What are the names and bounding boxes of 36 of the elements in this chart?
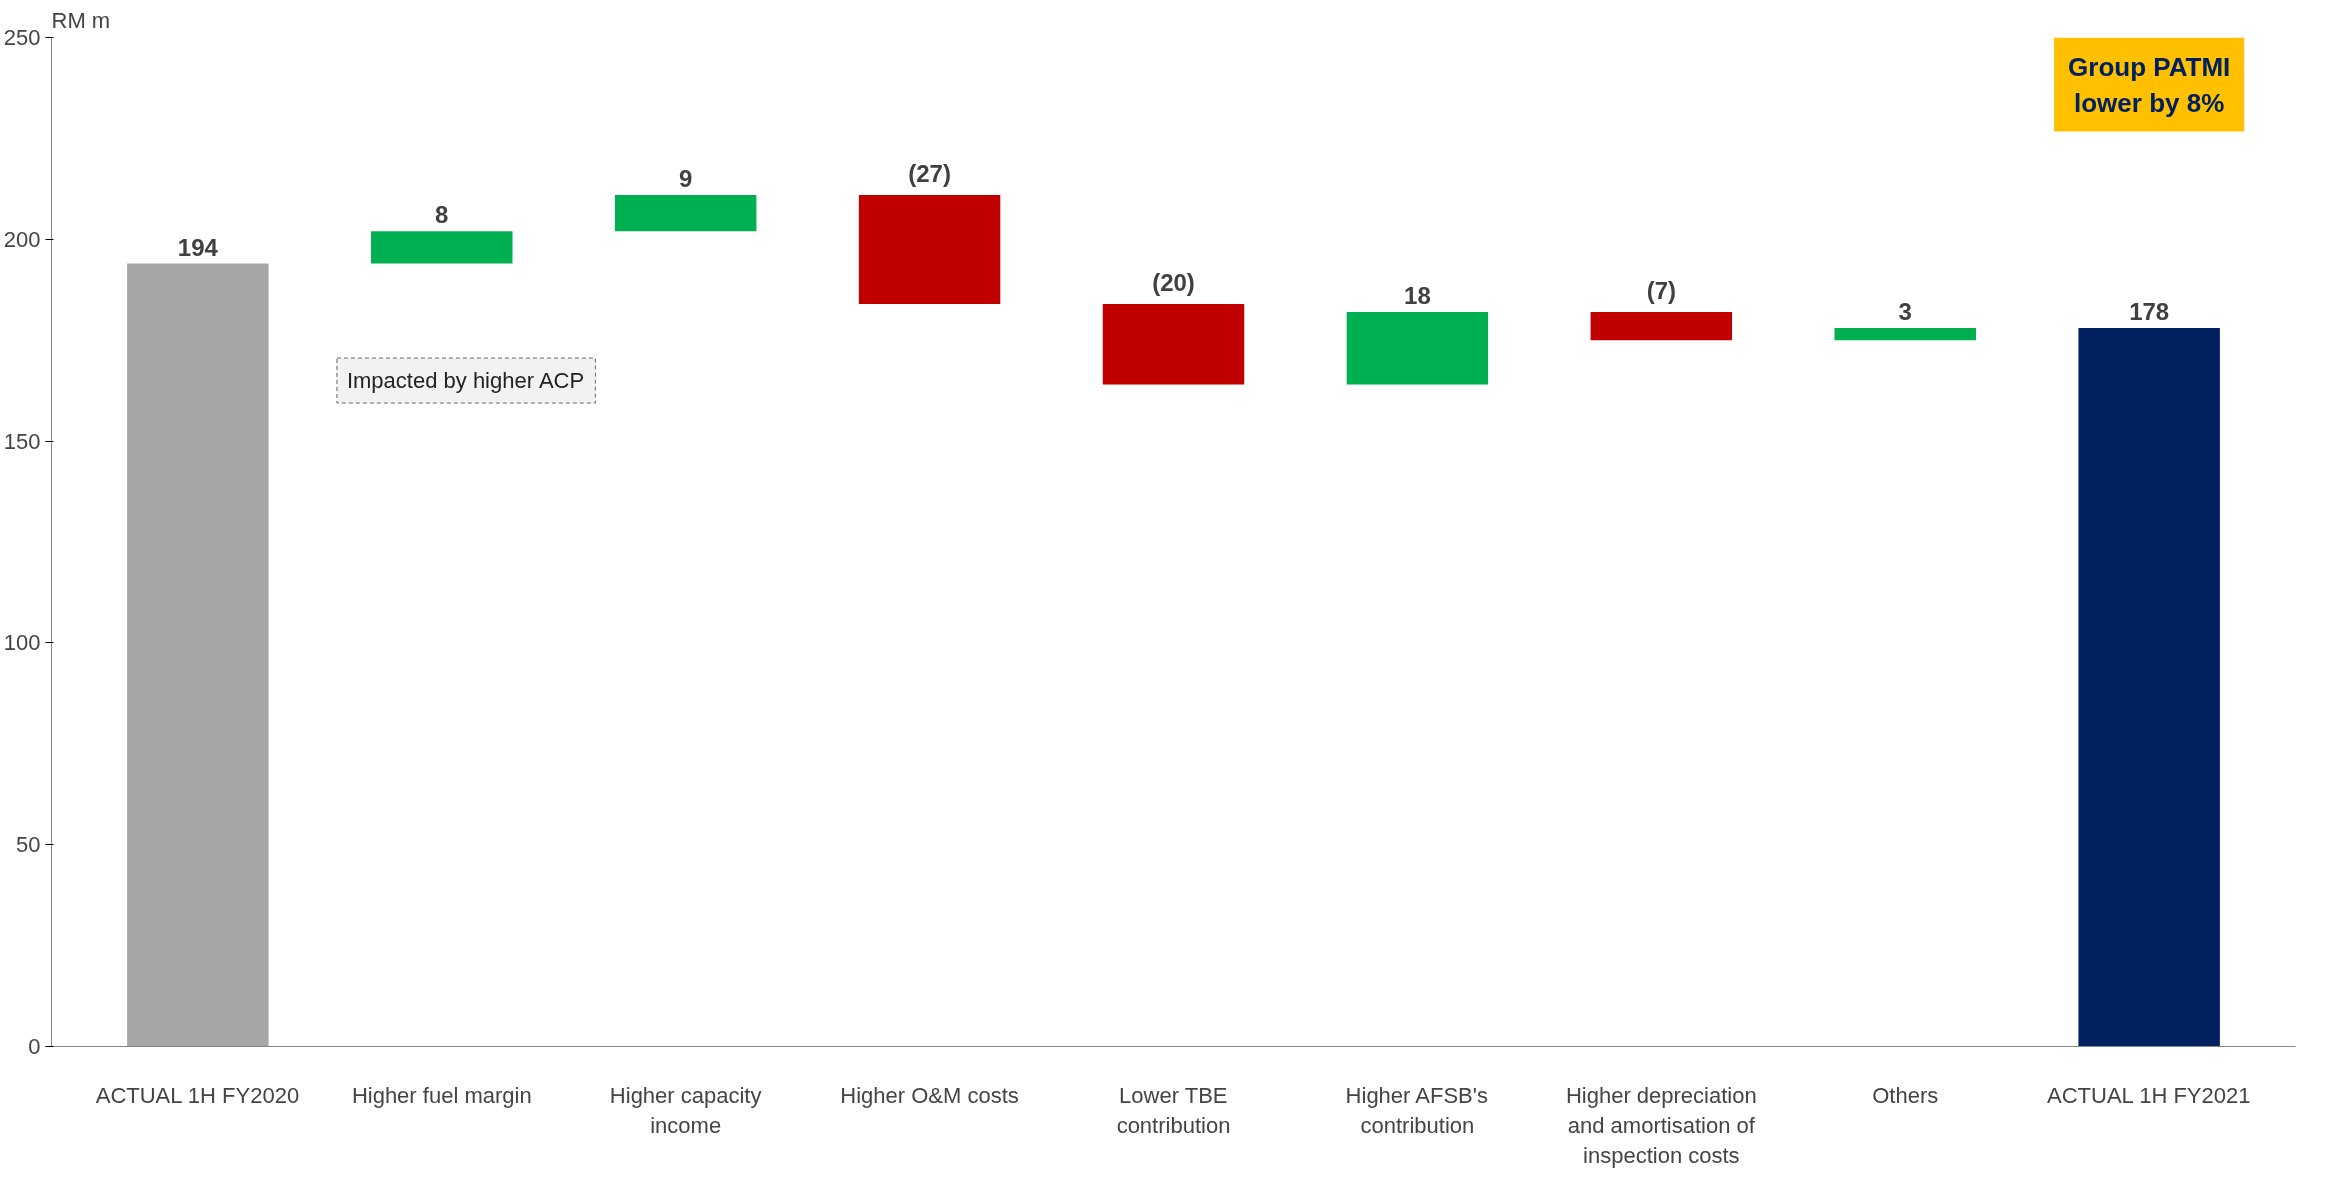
x-tick-label: ACTUAL 1H FY2020 <box>95 1082 300 1108</box>
bar <box>614 194 757 232</box>
bar <box>1590 311 1733 341</box>
y-tick-label: 250 <box>3 25 41 50</box>
annotation: Impacted by higher ACP <box>346 368 585 394</box>
x-tick-label: Higher capacity income <box>609 1082 762 1138</box>
y-axis-title: RM m <box>51 7 111 33</box>
data-label: 178 <box>2129 298 2170 326</box>
y-tick-label: 0 <box>28 1034 41 1059</box>
bar <box>2078 328 2220 1047</box>
bar <box>371 231 513 264</box>
bar <box>1834 328 1976 341</box>
bar <box>858 194 1001 304</box>
data-label: 18 <box>1404 281 1431 309</box>
y-tick-label: 150 <box>3 428 41 454</box>
x-tick-label: Higher depreciation and amortisation of inspection costs <box>1565 1082 1757 1168</box>
y-tick-label: 100 <box>3 630 41 656</box>
x-tick-label: Higher fuel margin <box>351 1082 532 1108</box>
x-tick-label: ACTUAL 1H FY2021 <box>2047 1082 2251 1108</box>
x-tick-label: Lower TBE contribution <box>1116 1082 1231 1138</box>
data-label: (20) <box>1152 268 1195 296</box>
data-label: 3 <box>1898 298 1912 326</box>
x-tick-label: Higher O&M costs <box>840 1082 1019 1108</box>
annotation: Group PATMI lower by 8% <box>2068 51 2231 118</box>
data-label: (7) <box>1646 276 1676 304</box>
bar <box>127 263 269 1047</box>
y-tick-label: 50 <box>16 832 41 858</box>
bar <box>1346 311 1489 385</box>
y-tick-label: 200 <box>3 226 41 252</box>
x-tick-label: Others <box>1872 1082 1939 1108</box>
bar <box>1102 303 1245 385</box>
data-label: 9 <box>679 164 693 192</box>
data-label: 8 <box>435 201 449 229</box>
data-label: 194 <box>177 233 219 261</box>
data-label: (27) <box>908 159 951 187</box>
x-tick-label: Higher AFSB's contribution <box>1345 1082 1488 1138</box>
